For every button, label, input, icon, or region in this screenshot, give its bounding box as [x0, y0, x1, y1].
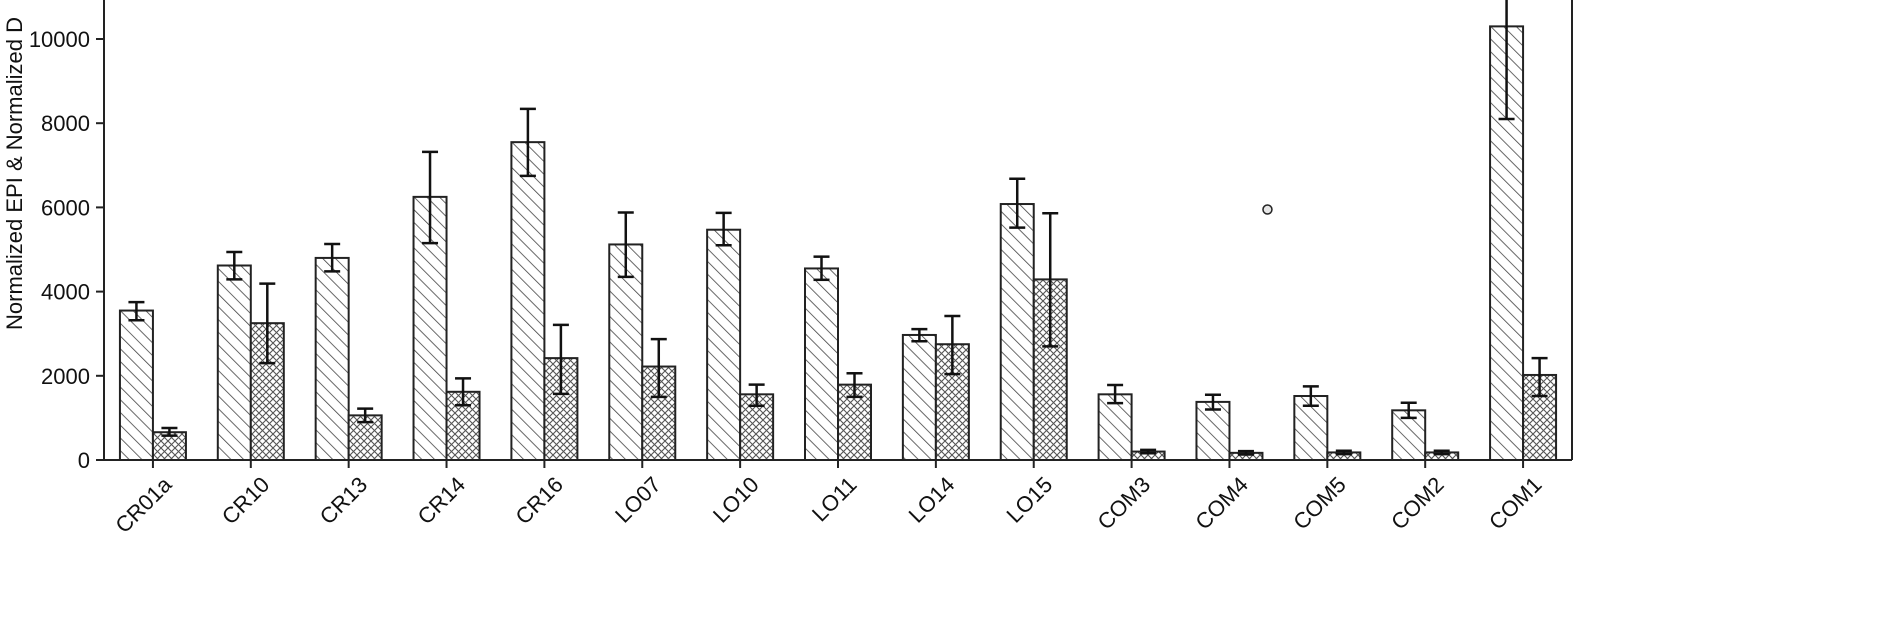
y-tick-label: 2000	[41, 364, 90, 389]
x-tick-label: CR14	[413, 472, 470, 529]
x-tick-label: LO11	[807, 472, 862, 527]
bar-cr01a-diagonal	[120, 311, 153, 460]
bar-lo15-diagonal	[1001, 204, 1034, 460]
x-tick-label: LO14	[904, 472, 960, 528]
outlier-marker	[1263, 205, 1272, 214]
y-tick-label: 10000	[29, 27, 90, 52]
bar-cr10-diagonal	[218, 265, 251, 460]
y-tick-label: 6000	[41, 195, 90, 220]
x-tick-label: COM4	[1190, 472, 1253, 535]
x-tick-label: CR01a	[110, 471, 177, 538]
bar-lo11-diagonal	[805, 268, 838, 460]
x-tick-label: CR13	[315, 472, 372, 529]
y-axis-ticks: 0 2000 4000 6000 8000 10000	[29, 27, 104, 473]
y-tick-label: 8000	[41, 111, 90, 136]
y-tick-label: 0	[78, 448, 90, 473]
bar-lo10-diagonal	[707, 230, 740, 460]
bar-cr13-diagonal	[316, 258, 349, 460]
y-tick-label: 4000	[41, 280, 90, 305]
x-tick-label: LO07	[610, 472, 666, 528]
x-tick-label: COM3	[1093, 472, 1156, 535]
x-tick-label: COM2	[1386, 472, 1449, 535]
x-tick-label: CR16	[510, 472, 567, 529]
bar-lo14-diagonal	[903, 335, 936, 460]
x-tick-label: CR10	[217, 472, 274, 529]
x-axis-ticks: CR01a CR10 CR13 CR14 CR16 LO07 LO10 LO11 LO14 LO1…	[110, 460, 1546, 538]
x-tick-label: COM1	[1484, 472, 1547, 535]
x-tick-label: COM5	[1288, 472, 1351, 535]
bar-cr16-diagonal	[511, 142, 544, 460]
annotations-group	[1263, 205, 1272, 214]
x-tick-label: LO10	[708, 472, 764, 528]
x-tick-label: LO15	[1002, 472, 1058, 528]
y-axis-label: Normalized EPI & Normalized D	[2, 17, 27, 330]
